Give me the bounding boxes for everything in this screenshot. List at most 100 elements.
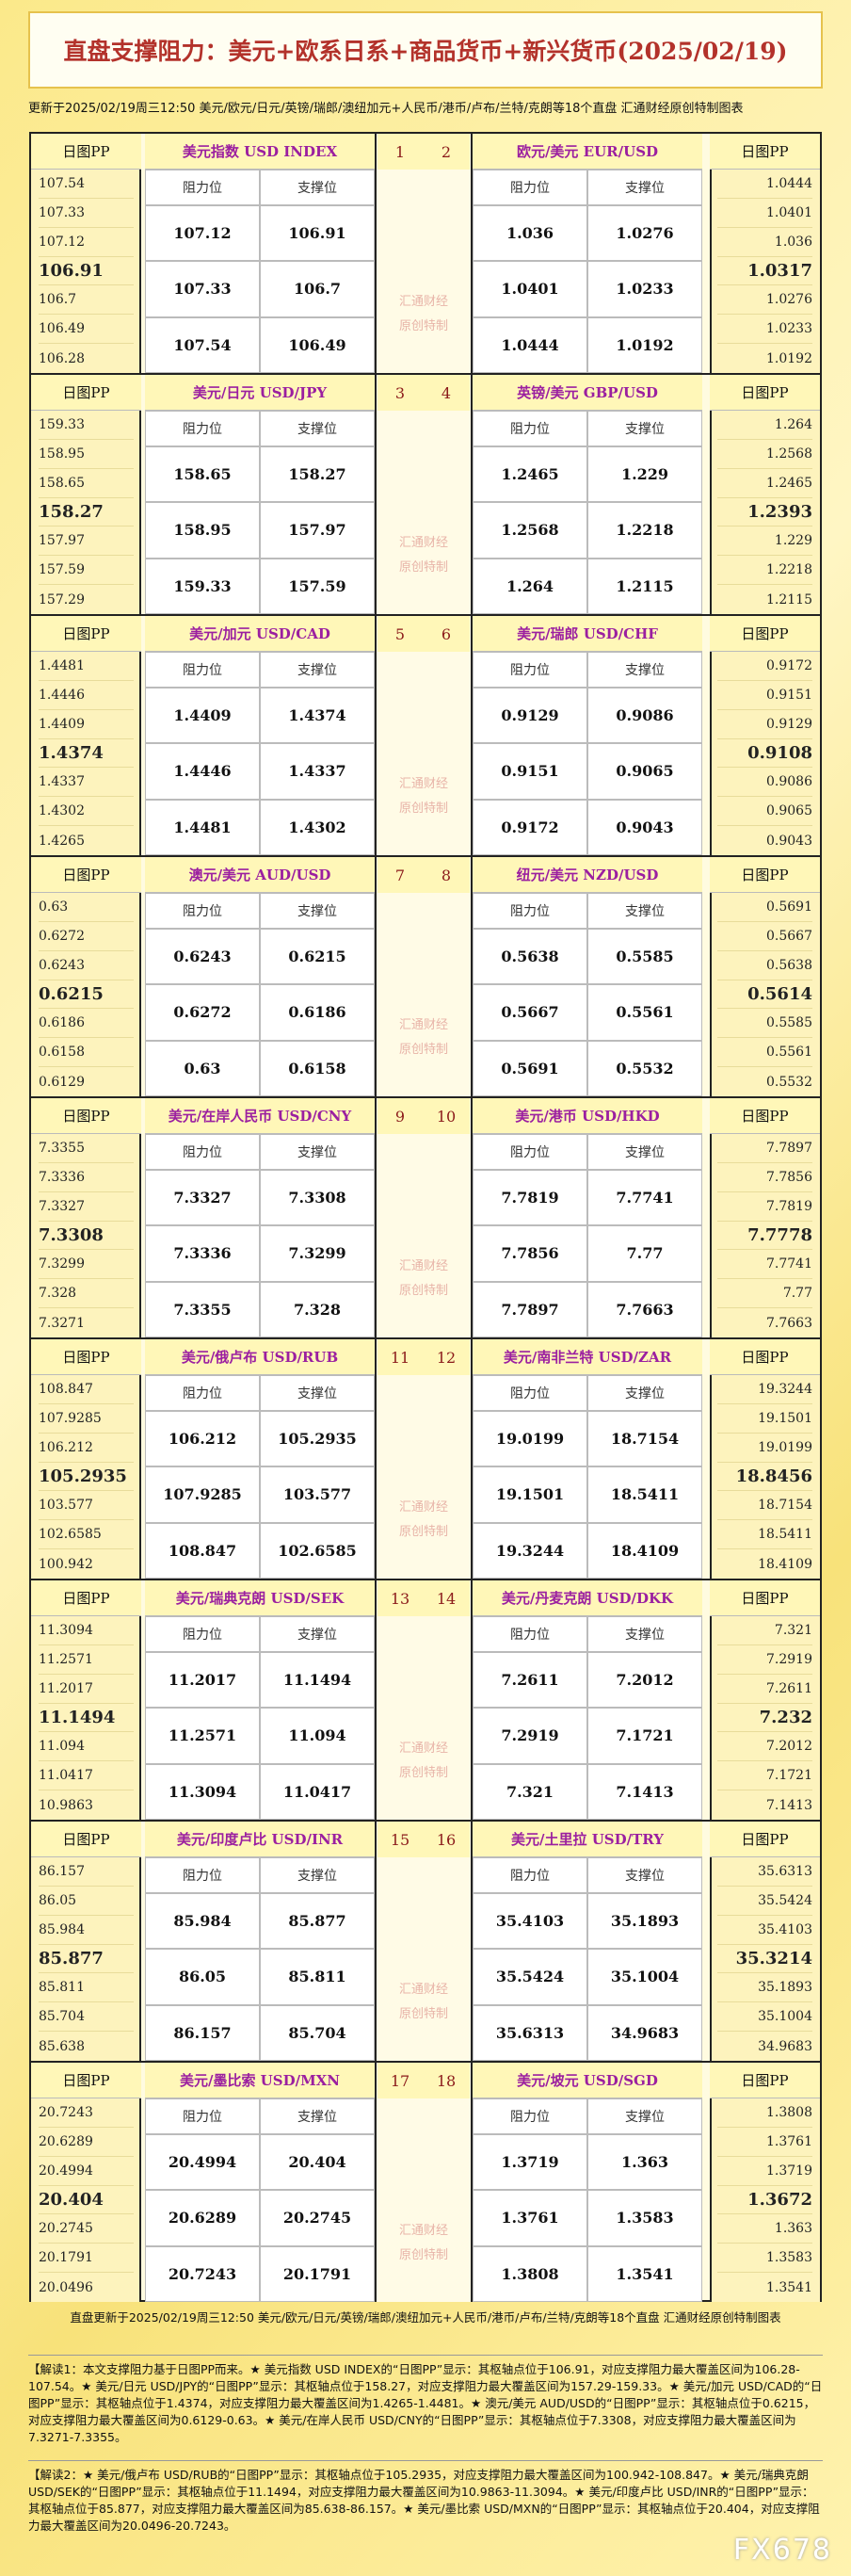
pp-value: 18.4109 [758,1556,812,1572]
support: 0.5532 [587,1040,702,1096]
pp-value: 106.7 [39,285,134,316]
pp-column [31,616,141,855]
support: 0.6158 [260,1040,375,1096]
resistance: 7.7856 [473,1225,587,1282]
support: 106.49 [260,316,375,373]
pp-value: 1.2393 [717,498,812,527]
pair-number: 17 [377,2063,423,2098]
support: 106.7 [260,261,375,317]
pp-value: 157.59 [39,556,134,586]
col-header: 支撑位 [587,1375,702,1411]
pp-value: 1.036 [717,228,812,257]
col-header: 支撑位 [587,411,702,446]
col-header: 阻力位 [473,1616,587,1652]
pp-value: 1.0233 [717,315,812,345]
support: 157.59 [260,558,375,614]
pp-header: 日图PP [710,134,820,170]
pp-column [31,134,141,373]
support: 106.91 [260,205,375,262]
resistance: 35.5424 [473,1949,587,2005]
pp-value: 0.6129 [39,1074,85,1090]
support: 0.9065 [587,743,702,800]
pp-value: 0.9086 [717,768,812,798]
resistance: 107.9285 [145,1466,260,1523]
resistance: 1.4409 [145,688,260,744]
resistance: 1.0444 [473,316,587,373]
number-col [375,2063,473,2302]
pp-value: 106.28 [39,350,85,366]
watermark: 汇通财经 [398,776,448,791]
pp-value: 7.77 [717,1279,812,1309]
resistance: 19.3244 [473,1522,587,1579]
pp-value: 1.4481 [39,652,134,681]
resistance: 7.3355 [145,1281,260,1337]
pp-value: 158.65 [39,469,134,498]
resistance: 0.9129 [473,688,587,744]
pair-name: 美元/墨比索 USD/MXN [145,2063,375,2098]
resistance: 1.0401 [473,261,587,317]
pp-value: 0.5638 [717,951,812,980]
pp-column [710,857,820,1096]
pp-value: 35.1893 [717,1973,812,2003]
pp-header: 日图PP [710,1098,820,1134]
pp-value: 0.6186 [39,1009,134,1039]
pp-value: 1.0401 [717,199,812,228]
support: 7.7741 [587,1170,702,1226]
watermark: 汇通财经 [398,1258,448,1273]
pp-column [31,1822,141,2061]
pp-header: 日图PP [31,2063,141,2098]
resistance: 108.847 [145,1522,260,1579]
support: 1.2115 [587,558,702,614]
pp-value: 0.9108 [717,739,812,769]
pp-value: 11.1494 [39,1704,134,1733]
watermark: 汇通财经 [398,535,448,550]
pp-value: 0.9065 [717,797,812,827]
support: 7.1721 [587,1708,702,1764]
support: 0.9086 [587,688,702,744]
col-header: 支撑位 [260,1616,375,1652]
pp-value: 0.9151 [717,681,812,710]
pp-header: 日图PP [31,1822,141,1857]
pp-value: 35.5424 [717,1887,812,1916]
block: 9 10 汇通财经 原创特制 日图PP 7.3355 7.3336 7.3327 7.3308 7… [31,1098,820,1339]
support: 157.97 [260,502,375,559]
resistance: 1.3761 [473,2190,587,2246]
pp-value: 0.6272 [39,922,134,951]
pp-value: 1.3761 [717,2128,812,2157]
col-header: 支撑位 [587,170,702,205]
resistance: 7.2919 [473,1708,587,1764]
block: 17 18 汇通财经 原创特制 日图PP 20.7243 20.6289 20.4994 20.… [31,2063,820,2304]
pp-value: 157.29 [39,591,85,608]
pp-value: 1.2568 [717,440,812,469]
pp-value: 19.3244 [717,1375,812,1404]
pair-number: 6 [423,616,470,652]
pp-header: 日图PP [710,1580,820,1616]
pp-value: 107.33 [39,199,134,228]
support: 34.9683 [587,2004,702,2061]
support: 7.77 [587,1225,702,1282]
pp-value: 20.1791 [39,2244,134,2274]
col-header: 支撑位 [587,893,702,929]
pp-header: 日图PP [31,1339,141,1375]
block: 3 4 汇通财经 原创特制 日图PP 159.33 158.95 158.65 158.27 15… [31,375,820,616]
pp-value: 18.5411 [717,1520,812,1550]
support: 0.9043 [587,799,702,855]
pp-value: 100.942 [39,1556,93,1572]
block: 1 2 汇通财经 原创特制 日图PP 107.54 107.33 107.12 106.91 10… [31,134,820,375]
pp-value: 7.7897 [717,1134,812,1163]
col-header: 阻力位 [473,1375,587,1411]
watermark: 原创特制 [398,1524,448,1539]
pair-number: 2 [423,134,470,170]
pp-header: 日图PP [710,857,820,893]
pp-value: 106.49 [39,315,134,345]
pp-header: 日图PP [31,1098,141,1134]
watermark: 汇通财经 [398,1741,448,1756]
resistance: 86.157 [145,2004,260,2061]
pp-value: 1.0444 [717,170,812,199]
support: 20.1791 [260,2245,375,2302]
pp-value: 7.1413 [766,1797,812,1813]
pp-header: 日图PP [710,616,820,652]
col-header: 阻力位 [145,652,260,688]
pp-value: 11.3094 [39,1616,134,1645]
pp-column [31,1339,141,1579]
